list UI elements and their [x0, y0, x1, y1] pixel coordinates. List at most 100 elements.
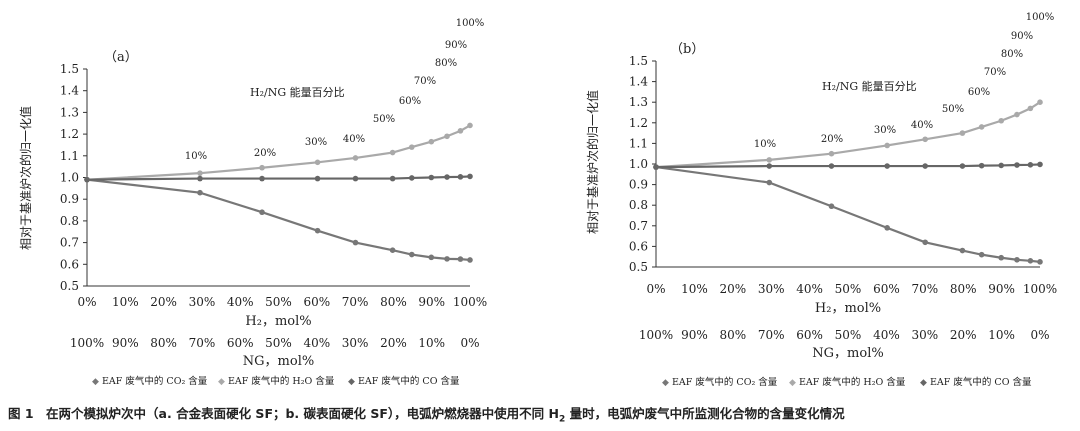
figure: 0.5 0.6 0.7 0.8 0.9 1.0 1.1 1.2 1.3 1.4 1.5 0% 10% 20… — [18, 12, 1057, 388]
x-tick-label-ng: 30% — [342, 336, 369, 350]
data-point — [998, 162, 1005, 169]
x-tick-label-ng: 100% — [70, 336, 104, 350]
y-tick-label: 1.1 — [60, 149, 79, 163]
legend-marker: ◆ — [348, 377, 355, 387]
y-tick-label: 1.3 — [60, 105, 79, 119]
percent-annotation: 10% — [185, 151, 207, 162]
data-point — [314, 159, 321, 166]
x-axis-label-h2: H₂，mol% — [815, 301, 881, 316]
y-tick-label: 0.7 — [60, 236, 79, 250]
data-point — [467, 173, 473, 180]
data-point — [259, 175, 265, 182]
x-axis-label-h2: H₂，mol% — [245, 314, 311, 329]
data-point — [408, 251, 415, 258]
data-point — [766, 157, 773, 163]
percent-annotation: 60% — [399, 96, 421, 107]
x-tick-label-ng: 40% — [303, 336, 330, 350]
data-point — [197, 189, 203, 196]
y-tick-label: 1.5 — [60, 62, 79, 76]
y-tick-label: 1.4 — [60, 84, 79, 98]
x-tick-label-h2: 40% — [796, 282, 823, 296]
percent-annotation: 70% — [984, 67, 1006, 78]
data-point — [1027, 258, 1034, 264]
x-tick-label-h2: 50% — [265, 295, 292, 309]
percent-annotation: 30% — [305, 137, 327, 148]
x-tick-label-ng: 50% — [835, 328, 862, 342]
y-tick-label: 0.6 — [60, 257, 79, 271]
data-point — [84, 176, 90, 183]
percent-annotation: 80% — [435, 58, 457, 69]
x-tick-label-ng: 90% — [681, 328, 708, 342]
data-point — [352, 175, 359, 182]
x-tick-label-ng: 90% — [112, 336, 139, 350]
data-point — [922, 136, 928, 143]
data-point — [1014, 162, 1020, 168]
figure-caption: 图 1 在两个模拟炉次中（a. 合金表面硬化 SF；b. 碳表面硬化 SF），电… — [8, 403, 1072, 425]
series-line — [655, 101, 1041, 169]
percent-annotation: 100% — [1026, 12, 1055, 23]
data-point — [978, 124, 985, 130]
percent-annotation: 70% — [414, 76, 436, 87]
percent-annotation: 60% — [968, 87, 990, 98]
data-point — [766, 179, 773, 186]
percent-annotation: 20% — [821, 134, 843, 145]
caption-prefix: 图 1 在两个模拟炉次中（a. 合金表面硬化 SF；b. 碳表面硬化 SF），电… — [8, 406, 559, 421]
data-point — [959, 163, 966, 169]
y-tick-label: 1.3 — [629, 95, 648, 109]
x-tick-label-ng: 10% — [418, 336, 445, 350]
x-tick-label-h2: 0% — [77, 295, 96, 309]
x-axis-label-ng: NG，mol% — [243, 354, 314, 369]
x-tick-label-ng: 70% — [189, 336, 216, 350]
x-tick-label-h2: 30% — [758, 282, 785, 296]
y-tick-label: 0.9 — [629, 178, 648, 192]
data-point — [884, 142, 890, 149]
x-tick-label-ng: 20% — [950, 328, 977, 342]
data-point — [259, 164, 265, 171]
data-point — [998, 117, 1005, 124]
x-tick-label-ng: 50% — [265, 336, 292, 350]
data-point — [1027, 105, 1034, 112]
data-point — [1014, 111, 1020, 118]
y-tick-label: 0.5 — [629, 260, 648, 274]
panel-label: （b） — [670, 42, 704, 57]
x-tick-label-h2: 0% — [646, 282, 665, 296]
legend-marker: ◆ — [662, 378, 669, 388]
x-tick-label-ng: 80% — [719, 328, 746, 342]
legend-entry: EAF 废气中的 CO 含量 — [358, 375, 460, 387]
x-tick-label-h2: 60% — [303, 295, 330, 309]
series-line — [86, 124, 471, 181]
x-tick-label-h2: 90% — [418, 295, 445, 309]
percent-annotation: 20% — [254, 148, 276, 159]
caption-subscript: 2 — [558, 414, 566, 425]
y-tick-label: 0.9 — [60, 192, 79, 206]
data-point — [352, 155, 359, 161]
percent-annotation: 50% — [942, 104, 964, 115]
y-tick-label: 0.6 — [629, 239, 648, 253]
data-point — [197, 170, 203, 176]
percent-annotation: 90% — [1011, 31, 1033, 42]
x-tick-label-h2: 80% — [950, 282, 977, 296]
legend-marker: ◆ — [789, 378, 796, 388]
x-tick-label-h2: 90% — [988, 282, 1015, 296]
percent-annotation: 80% — [1001, 49, 1023, 60]
x-tick-label-ng: 40% — [873, 328, 900, 342]
data-point — [428, 254, 435, 261]
percent-annotation: 90% — [445, 40, 467, 51]
percent-annotation: 50% — [373, 114, 395, 125]
legend-marker: ◆ — [92, 377, 99, 387]
data-point — [922, 239, 928, 246]
data-point — [428, 138, 435, 145]
legend-marker: ◆ — [920, 378, 927, 388]
y-tick-label: 1.2 — [629, 116, 648, 130]
data-point — [884, 163, 890, 169]
data-point — [389, 247, 396, 253]
data-point — [1037, 161, 1043, 168]
data-point — [998, 254, 1005, 261]
data-point — [978, 162, 985, 169]
data-point — [408, 175, 415, 181]
data-point — [959, 130, 966, 136]
legend-entry: EAF 废气中的 CO₂ 含量 — [102, 375, 208, 387]
data-point — [1027, 162, 1034, 168]
x-tick-label-ng: 100% — [639, 328, 673, 342]
percent-annotation: 40% — [343, 134, 365, 145]
